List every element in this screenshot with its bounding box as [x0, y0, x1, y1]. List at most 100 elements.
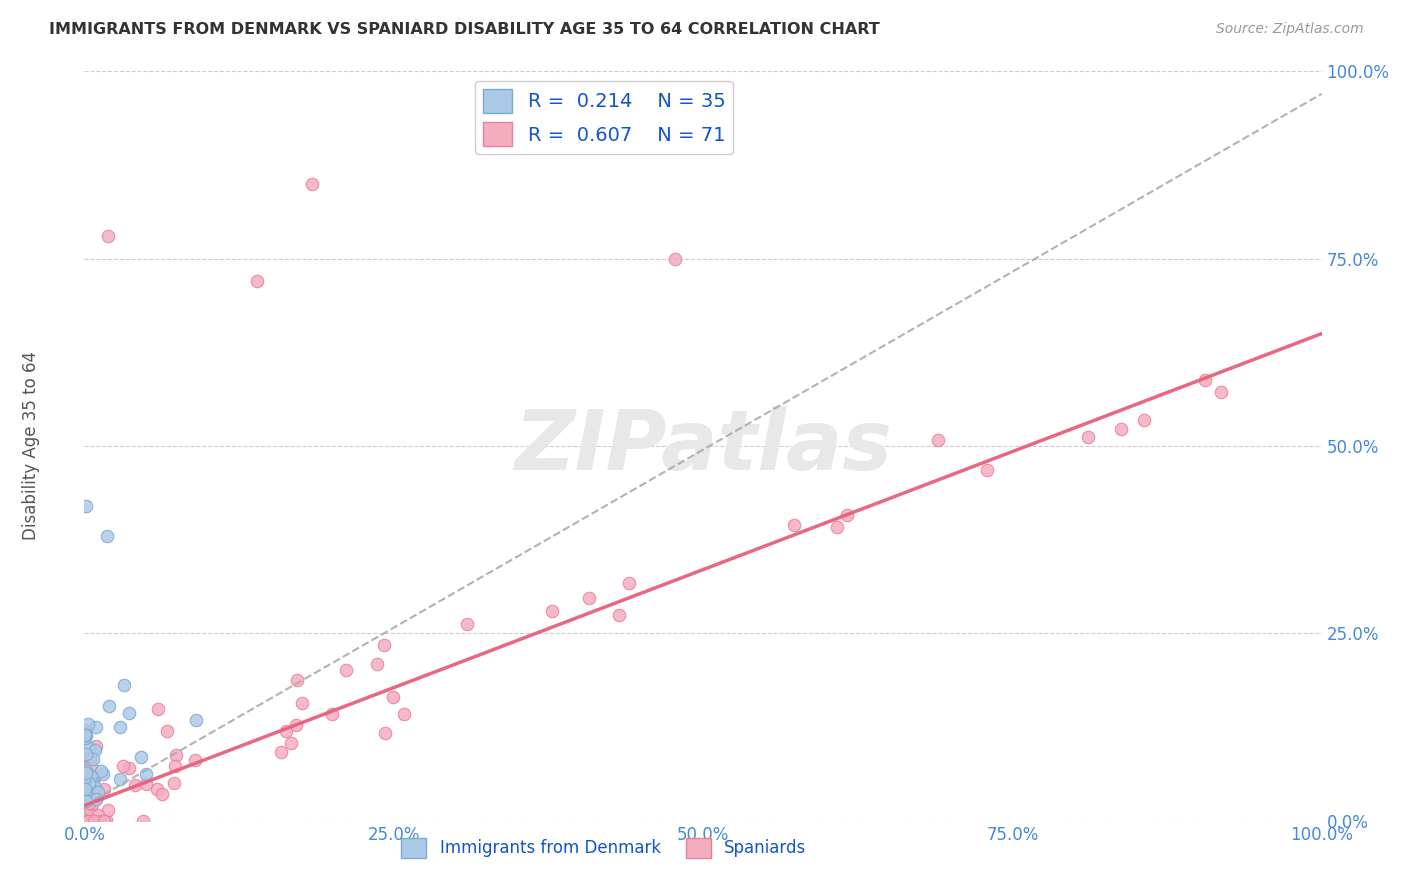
- Point: [96, 813, 118, 827]
- Point: [132, 814, 155, 828]
- Point: [90, 764, 112, 778]
- Point: [75, 794, 97, 808]
- Point: [321, 707, 343, 722]
- Point: [394, 707, 416, 722]
- Point: [93, 781, 115, 796]
- Point: [75, 814, 97, 828]
- Point: [837, 508, 859, 523]
- Point: [75, 766, 97, 780]
- Point: [184, 713, 207, 727]
- Point: [165, 759, 187, 773]
- Point: [83, 780, 105, 794]
- Point: [75, 791, 97, 805]
- Point: [77, 814, 100, 828]
- Point: [366, 657, 388, 672]
- Point: [335, 663, 357, 677]
- Point: [541, 604, 564, 618]
- Point: [93, 814, 115, 828]
- Legend: Immigrants from Denmark, Spaniards: Immigrants from Denmark, Spaniards: [395, 831, 813, 864]
- Point: [619, 576, 641, 591]
- Point: [927, 434, 949, 448]
- Point: [129, 749, 152, 764]
- Point: [976, 463, 998, 477]
- Point: [82, 775, 104, 789]
- Point: [83, 814, 105, 828]
- Text: Disability Age 35 to 64: Disability Age 35 to 64: [22, 351, 39, 541]
- Point: [382, 690, 405, 704]
- Point: [75, 723, 97, 738]
- Point: [1132, 413, 1154, 427]
- Point: [84, 720, 107, 734]
- Point: [83, 742, 105, 756]
- Point: [118, 706, 141, 720]
- Point: [146, 782, 169, 797]
- Point: [73, 792, 96, 806]
- Point: [117, 761, 139, 775]
- Point: [75, 499, 97, 513]
- Point: [374, 726, 396, 740]
- Point: [77, 790, 100, 805]
- Point: [77, 740, 100, 755]
- Point: [607, 608, 630, 623]
- Point: [124, 778, 146, 792]
- Point: [112, 678, 135, 692]
- Point: [97, 803, 120, 817]
- Point: [77, 717, 100, 731]
- Point: [284, 718, 307, 732]
- Point: [150, 787, 173, 801]
- Point: [163, 776, 186, 790]
- Point: [73, 781, 96, 796]
- Point: [664, 252, 686, 266]
- Point: [373, 638, 395, 652]
- Point: [246, 274, 269, 288]
- Point: [84, 791, 107, 805]
- Point: [79, 802, 101, 816]
- Text: Source: ZipAtlas.com: Source: ZipAtlas.com: [1216, 22, 1364, 37]
- Point: [87, 808, 110, 822]
- Point: [82, 791, 104, 805]
- Point: [80, 797, 103, 812]
- Point: [146, 702, 169, 716]
- Point: [75, 764, 97, 779]
- Point: [77, 796, 100, 810]
- Point: [75, 731, 97, 745]
- Point: [1077, 430, 1099, 444]
- Point: [80, 759, 103, 773]
- Point: [97, 698, 120, 713]
- Point: [165, 748, 187, 763]
- Point: [276, 724, 298, 739]
- Point: [75, 751, 97, 765]
- Point: [108, 721, 131, 735]
- Point: [84, 739, 107, 754]
- Point: [112, 758, 135, 772]
- Point: [184, 753, 207, 767]
- Point: [87, 785, 110, 799]
- Point: [1194, 373, 1216, 387]
- Point: [97, 229, 120, 244]
- Text: IMMIGRANTS FROM DENMARK VS SPANIARD DISABILITY AGE 35 TO 64 CORRELATION CHART: IMMIGRANTS FROM DENMARK VS SPANIARD DISA…: [49, 22, 880, 37]
- Point: [108, 772, 131, 786]
- Point: [156, 724, 179, 739]
- Point: [77, 780, 100, 795]
- Point: [79, 775, 101, 789]
- Point: [75, 747, 97, 761]
- Point: [75, 728, 97, 742]
- Point: [135, 766, 157, 780]
- Point: [76, 814, 98, 828]
- Point: [135, 777, 157, 791]
- Point: [83, 771, 105, 785]
- Point: [1209, 385, 1232, 400]
- Point: [75, 728, 97, 742]
- Point: [783, 517, 806, 532]
- Point: [456, 617, 478, 632]
- Point: [73, 770, 96, 784]
- Point: [285, 673, 308, 687]
- Point: [270, 745, 292, 759]
- Point: [79, 752, 101, 766]
- Point: [75, 787, 97, 801]
- Point: [75, 802, 97, 816]
- Point: [76, 776, 98, 790]
- Point: [1109, 422, 1132, 436]
- Point: [82, 752, 104, 766]
- Point: [93, 767, 115, 781]
